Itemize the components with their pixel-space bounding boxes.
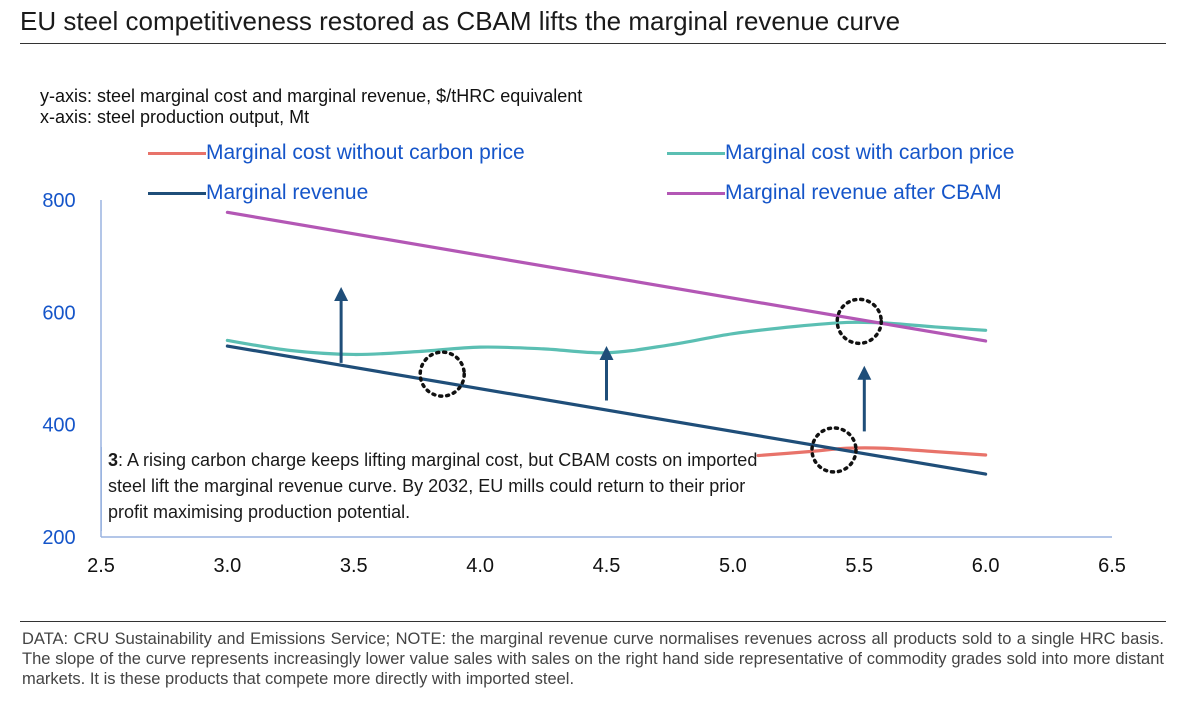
annotation-body: : A rising carbon charge keeps lifting m… — [108, 450, 758, 522]
legend-label: Marginal revenue — [206, 181, 369, 204]
x-tick-label: 6.0 — [972, 555, 1000, 577]
legend-item-mc-without-carbon: Marginal cost without carbon price — [148, 141, 525, 165]
y-tick-label: 600 — [42, 302, 75, 324]
annotation-text: 3: A rising carbon charge keeps lifting … — [108, 447, 768, 525]
legend-swatch — [667, 191, 725, 195]
title-rule — [20, 43, 1166, 44]
y-tick-label: 800 — [42, 190, 75, 212]
intersection-highlight-circle — [810, 426, 858, 474]
y-tick-label: 400 — [42, 415, 75, 437]
legend-label: Marginal revenue after CBAM — [725, 181, 1002, 204]
x-tick-label: 5.5 — [845, 555, 873, 577]
series-line-marginal-revenue — [225, 344, 988, 476]
x-tick-label: 2.5 — [87, 555, 115, 577]
up-arrow-head — [334, 287, 349, 302]
legend-swatch — [148, 151, 206, 155]
x-tick-label: 4.5 — [593, 555, 621, 577]
x-tick-label: 3.0 — [213, 555, 241, 577]
up-arrow-head — [857, 365, 872, 380]
series-line-mr-after-cbam — [225, 210, 988, 343]
annotation-marker — [101, 447, 102, 531]
y-axis-note: y-axis: steel marginal cost and marginal… — [40, 86, 583, 106]
x-tick-label: 3.5 — [340, 555, 368, 577]
y-tick-label: 200 — [42, 527, 75, 549]
legend-swatch — [667, 151, 725, 155]
intersection-highlight-circle — [835, 297, 883, 346]
x-tick-label: 6.5 — [1098, 555, 1126, 577]
legend-item-mc-with-carbon: Marginal cost with carbon price — [667, 141, 1014, 165]
up-arrow-head — [599, 346, 614, 361]
legend-label: Marginal cost without carbon price — [206, 141, 525, 164]
chart-title: EU steel competitiveness restored as CBA… — [20, 6, 901, 36]
series-line-mc-without-carbon — [756, 446, 988, 458]
source-rule — [20, 621, 1166, 622]
legend-swatch — [148, 191, 206, 195]
intersection-highlight-circle — [418, 350, 466, 398]
legend-label: Marginal cost with carbon price — [725, 141, 1015, 164]
legend-item-mr-after-cbam: Marginal revenue after CBAM — [667, 181, 1002, 205]
legend-item-marginal-revenue: Marginal revenue — [148, 181, 368, 205]
x-tick-label: 4.0 — [466, 555, 494, 577]
source-note: DATA: CRU Sustainability and Emissions S… — [22, 630, 1164, 688]
annotation-number: 3 — [108, 450, 119, 470]
x-tick-label: 5.0 — [719, 555, 747, 577]
x-axis-note: x-axis: steel production output, Mt — [40, 107, 310, 127]
line-chart: 2.5 3.0 3.5 4.0 4.5 5.0 5.5 6.0 6.5 800 600 400 200 — [42, 190, 1126, 577]
